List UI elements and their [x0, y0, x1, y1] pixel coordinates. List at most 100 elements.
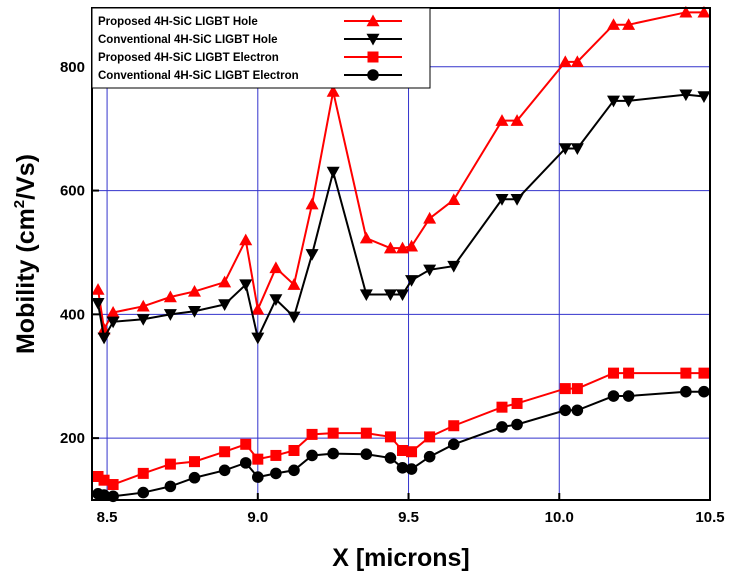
y-tick-label: 800 [60, 59, 85, 76]
legend-square-marker [367, 51, 379, 63]
square-marker [360, 427, 372, 439]
triangle-up-marker [622, 18, 636, 30]
square-marker [448, 420, 460, 432]
series-line [97, 390, 704, 498]
triangle-up-marker [447, 193, 461, 206]
legend-entry: Conventional 4H-SiC LIGBT Electron [98, 69, 402, 82]
triangle-down-marker [383, 289, 397, 302]
legend-entry: Conventional 4H-SiC LIGBT Hole [98, 33, 402, 46]
square-marker [240, 438, 252, 450]
square-marker [107, 479, 119, 491]
triangle-down-marker [570, 143, 584, 155]
x-tick-label: 10.5 [695, 509, 724, 526]
triangle-down-marker [251, 332, 265, 345]
x-tick-label: 10.0 [545, 509, 574, 526]
triangle-down-marker [305, 249, 319, 261]
legend-entry: Proposed 4H-SiC LIGBT Hole [98, 14, 402, 28]
triangle-up-marker [269, 261, 283, 274]
circle-marker [252, 471, 264, 483]
triangle-down-marker [187, 306, 201, 318]
square-marker [623, 367, 635, 379]
square-marker [384, 431, 396, 443]
triangle-down-marker [607, 95, 621, 108]
circle-marker [288, 464, 300, 477]
circle-marker [396, 462, 409, 474]
triangle-up-marker [305, 197, 319, 210]
circle-marker [137, 486, 150, 499]
triangle-up-marker [510, 114, 524, 126]
x-tick-label: 9.0 [247, 509, 268, 526]
legend-circle-marker [367, 69, 379, 81]
circle-marker [384, 452, 397, 464]
triangle-up-marker [187, 284, 201, 297]
triangle-down-marker [91, 298, 105, 310]
series-line [97, 93, 705, 341]
triangle-up-marker [359, 231, 373, 244]
triangle-down-marker [218, 299, 232, 311]
legend-triangle-up-marker [366, 14, 380, 27]
circle-marker [680, 385, 692, 398]
square-marker [397, 444, 409, 456]
square-marker [496, 401, 508, 413]
triangle-down-marker [326, 166, 340, 179]
triangle-up-marker [163, 290, 177, 303]
square-marker [92, 470, 104, 482]
square-marker [406, 446, 418, 458]
square-marker [608, 367, 620, 379]
triangle-up-marker [287, 278, 301, 290]
circle-marker [164, 480, 177, 493]
square-marker [270, 449, 282, 461]
triangle-down-marker [405, 275, 419, 287]
square-marker [680, 367, 692, 379]
y-tick-label: 200 [60, 430, 85, 447]
legend-entry: Proposed 4H-SiC LIGBT Electron [98, 51, 402, 64]
circle-marker [327, 447, 339, 460]
circle-marker [423, 450, 436, 463]
legend-label: Proposed 4H-SiC LIGBT Electron [98, 52, 279, 64]
triangle-up-marker [218, 275, 232, 288]
axis-ticks: 8.5 9.0 9.5 10.0 10.5 200 400 600 800 [60, 59, 725, 526]
triangle-up-marker [570, 55, 584, 68]
triangle-down-marker [447, 260, 461, 273]
triangle-up-marker [679, 5, 693, 18]
triangle-down-marker [396, 289, 410, 302]
circle-marker [218, 464, 231, 477]
triangle-up-marker [239, 233, 253, 246]
circle-marker [239, 457, 252, 469]
triangle-up-marker [697, 5, 711, 18]
square-marker [164, 458, 176, 470]
triangle-up-marker [136, 299, 150, 312]
series-4 [92, 385, 710, 503]
legend: Proposed 4H-SiC LIGBT Hole Conventional 4… [91, 7, 431, 89]
triangle-up-marker [326, 85, 340, 97]
square-marker [98, 474, 110, 486]
triangle-down-marker [495, 194, 509, 206]
circle-marker [447, 438, 460, 451]
triangle-down-marker [287, 311, 301, 324]
circle-marker [405, 463, 418, 475]
x-axis-title: X [microns] [332, 544, 470, 572]
circle-marker [559, 404, 572, 417]
square-marker [571, 383, 583, 395]
circle-marker [270, 467, 282, 480]
square-marker [306, 428, 318, 440]
y-axis-title-superscript: 2 [11, 200, 28, 208]
square-marker [327, 427, 339, 439]
triangle-up-marker [405, 239, 419, 252]
triangle-up-marker [91, 283, 105, 295]
y-tick-label: 400 [60, 306, 85, 323]
triangle-up-marker [495, 114, 509, 126]
triangle-up-marker [558, 55, 572, 68]
triangle-up-marker [251, 302, 265, 315]
y-tick-label: 600 [60, 183, 85, 200]
square-marker [137, 467, 149, 479]
circle-marker [188, 471, 201, 484]
x-tick-label: 8.5 [97, 509, 118, 526]
y-axis-title-unit: /Vs) [12, 154, 40, 200]
square-marker [559, 383, 571, 395]
triangle-down-marker [163, 309, 177, 321]
triangle-down-marker [97, 332, 111, 345]
triangle-down-marker [269, 294, 283, 306]
triangle-down-marker [239, 279, 253, 292]
